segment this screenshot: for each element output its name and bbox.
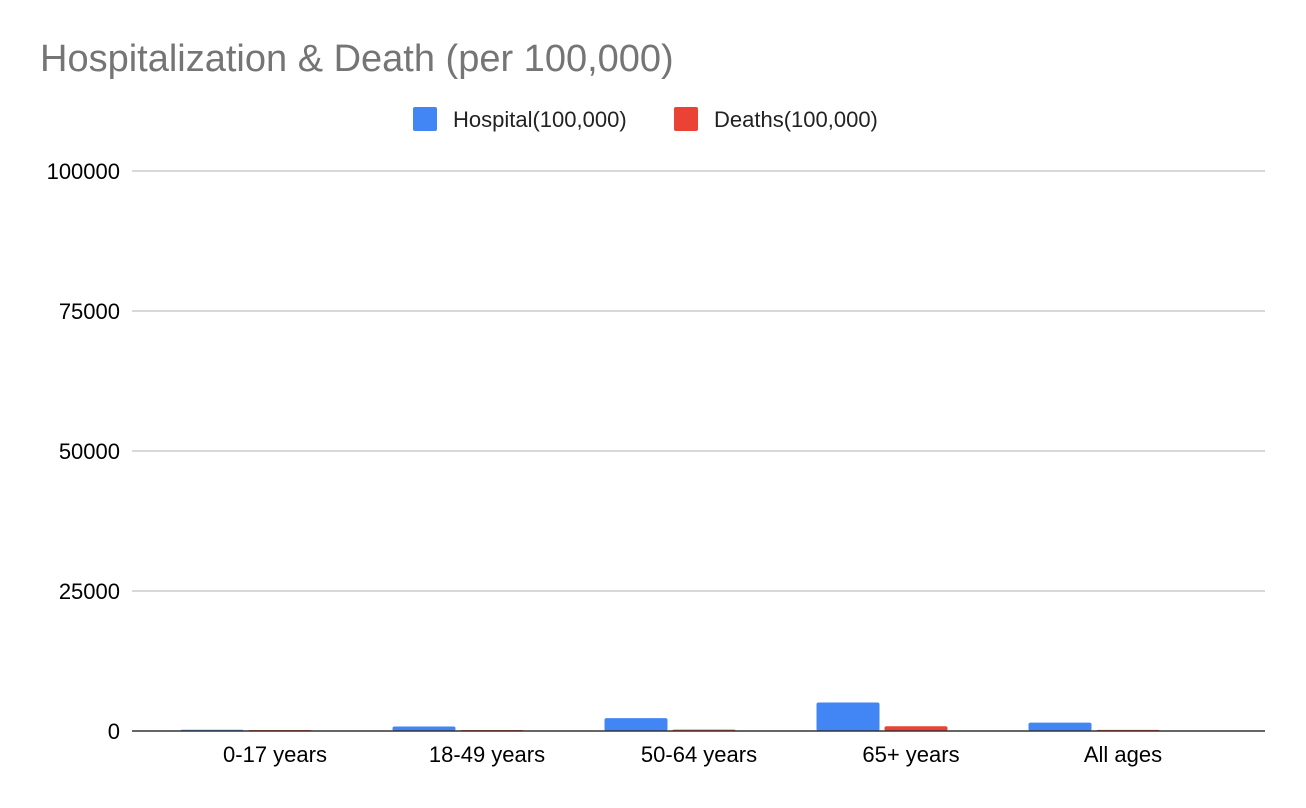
bar-hospital-4 (816, 702, 880, 731)
legend-swatch-2 (674, 107, 698, 131)
chart-title: Hospitalization & Death (per 100,000) (40, 38, 674, 80)
y-tick-label: 75000 (59, 299, 120, 324)
legend: Hospital(100,000) Deaths(100,000) (413, 107, 878, 132)
x-tick-label: 18-49 years (429, 742, 545, 767)
x-tick-label: 65+ years (862, 742, 959, 767)
bar-hospital-3 (604, 718, 668, 731)
legend-swatch-1 (413, 107, 437, 131)
grid (132, 170, 1265, 592)
y-axis: 0 25000 50000 75000 100000 (47, 159, 120, 744)
y-tick-label: 25000 (59, 579, 120, 604)
y-tick-label: 50000 (59, 439, 120, 464)
bar-hospital-2 (392, 726, 456, 731)
bar-hospital-5 (1028, 722, 1092, 731)
x-tick-label: 50-64 years (641, 742, 757, 767)
y-tick-label: 0 (108, 719, 120, 744)
bars (180, 702, 1160, 731)
x-tick-label: All ages (1084, 742, 1162, 767)
y-tick-label: 100000 (47, 159, 120, 184)
x-tick-label: 0-17 years (223, 742, 327, 767)
legend-label-1: Hospital(100,000) (453, 107, 627, 132)
x-axis: 0-17 years 18-49 years 50-64 years 65+ year… (223, 742, 1162, 767)
bar-deaths-4 (884, 726, 948, 731)
legend-label-2: Deaths(100,000) (714, 107, 878, 132)
